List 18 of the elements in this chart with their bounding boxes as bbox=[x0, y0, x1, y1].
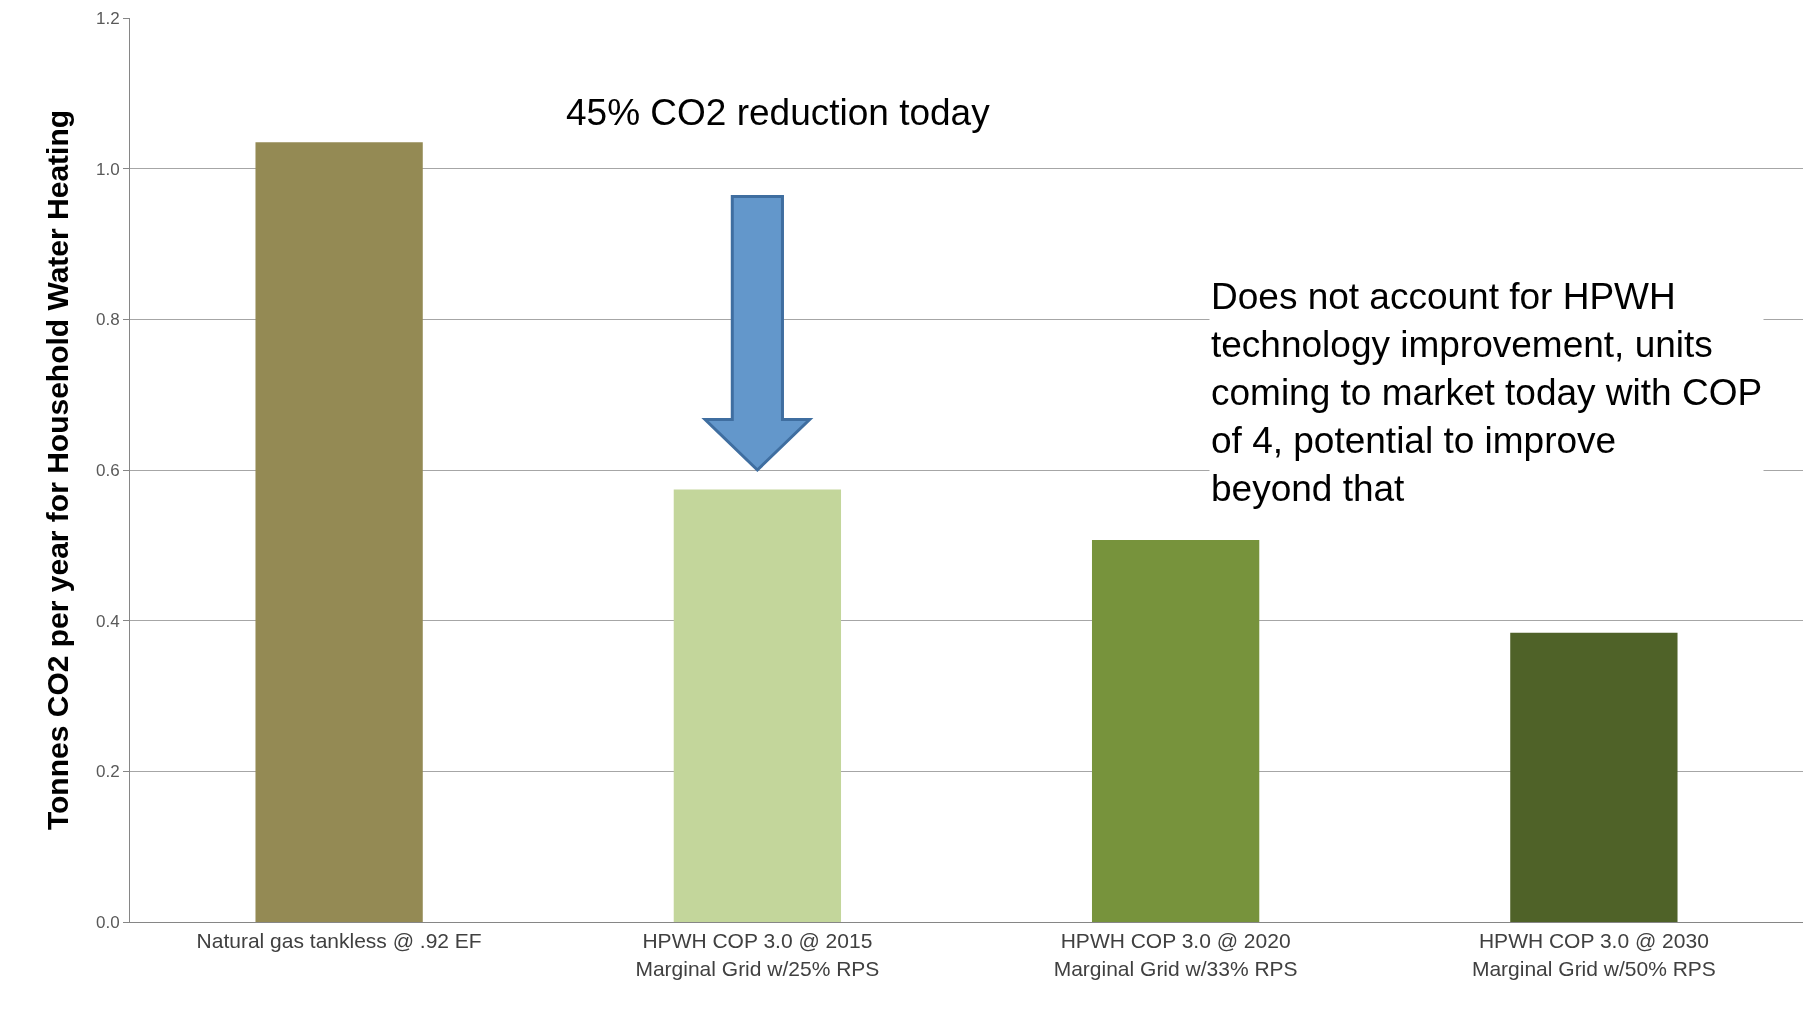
y-tick-label: 0.2 bbox=[95, 762, 120, 782]
x-tick-label: HPWH COP 3.0 @ 2015 Marginal Grid w/25% RPS bbox=[635, 929, 880, 980]
y-tick-label: 1.2 bbox=[95, 8, 120, 28]
x-tick-label: Natural gas tankless @ .92 EF bbox=[196, 929, 482, 953]
bar bbox=[673, 489, 842, 922]
y-tick-label: 0.0 bbox=[95, 912, 120, 932]
bar bbox=[1510, 632, 1678, 922]
bar bbox=[255, 142, 423, 922]
x-tick-label: HPWH COP 3.0 @ 2020 Marginal Grid w/33% RPS bbox=[1053, 929, 1298, 980]
y-tick-label: 1.0 bbox=[95, 159, 120, 179]
y-axis-title: Tonnes CO2 per year for Household Water Heating bbox=[40, 109, 74, 831]
y-tick-label: 0.6 bbox=[95, 460, 120, 480]
y-tick-label: 0.4 bbox=[95, 611, 120, 631]
x-tick-label: HPWH COP 3.0 @ 2030 Marginal Grid w/50% RPS bbox=[1471, 929, 1716, 980]
annotation: 45% CO2 reduction today bbox=[566, 92, 991, 133]
y-tick-label: 0.8 bbox=[95, 310, 120, 330]
bar bbox=[1091, 540, 1260, 922]
annotation: Does not account for HPWH technology improvement, units coming to market today with COP of 4, potential to improve beyond that bbox=[1211, 276, 1763, 510]
